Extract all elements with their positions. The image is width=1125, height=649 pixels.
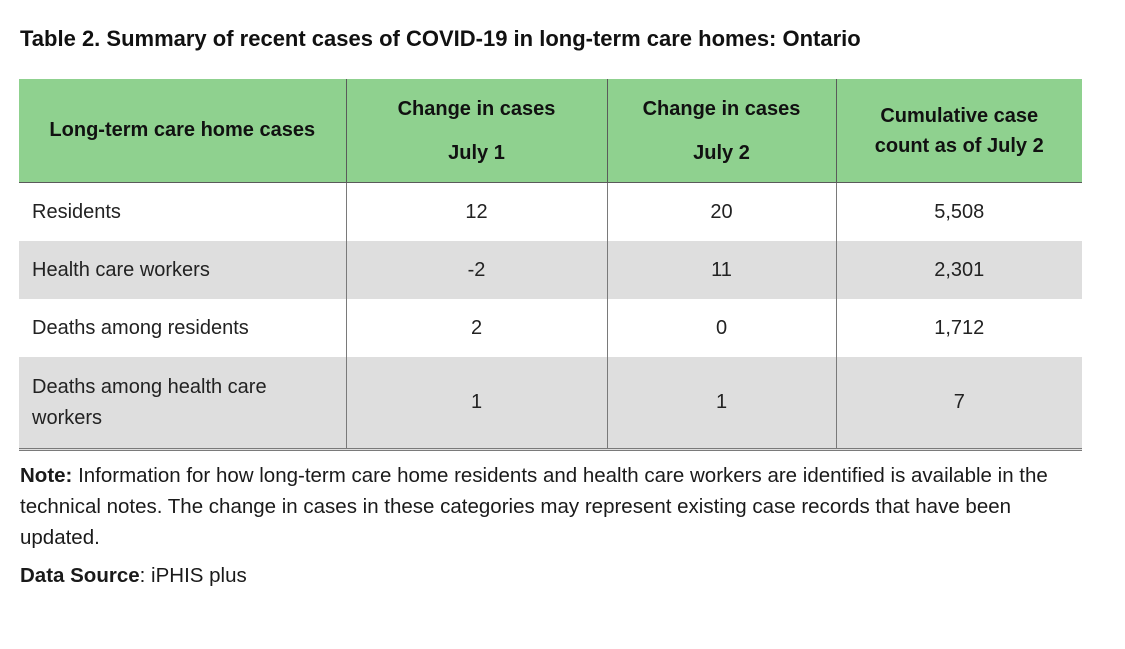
table-row: Deaths among health care workers 1 1 7 [19, 357, 1082, 451]
cell-change-july2: 1 [607, 357, 837, 451]
cell-change-july2: 11 [607, 241, 837, 299]
table-header-row: Long-term care home cases Change in case… [19, 79, 1082, 183]
cell-cumulative: 1,712 [934, 316, 985, 339]
table-row: Health care workers -2 11 2,301 [19, 241, 1082, 299]
row-label: Deaths among health care workers [19, 357, 347, 451]
data-source-label: Data Source [20, 564, 140, 587]
column-header-change-july2-line2: July 2 [693, 141, 750, 164]
row-label: Deaths among residents [19, 299, 347, 357]
column-header-change-july2: Change in cases July 2 [607, 79, 837, 183]
cell-change-july2: 20 [607, 182, 837, 241]
note-label: Note: [20, 464, 73, 487]
row-label: Health care workers [19, 241, 347, 299]
column-header-change-july2-line1: Change in cases [642, 97, 801, 120]
cell-cumulative: 2,301 [836, 241, 1082, 299]
data-source: Data Source: iPHIS plus [20, 560, 247, 591]
cell-change-july1: 12 [346, 182, 608, 241]
cell-cumulative: 7 [836, 357, 1082, 451]
table-row: Deaths among residents 2 0 1,712 [19, 299, 1082, 357]
column-header-case-type-label: Long-term care home cases [49, 119, 316, 141]
column-header-change-july1-line1: Change in cases [397, 97, 556, 120]
cell-change-july1: 2 [346, 299, 608, 357]
column-header-cumulative-line2: count as of July 2 [874, 134, 1044, 157]
table-row: Residents 12 20 5,508 [19, 182, 1082, 241]
table-note: Note: Information for how long-term care… [20, 460, 1080, 553]
cell-change-july1: -2 [346, 241, 608, 299]
cell-change-july1: 1 [346, 357, 608, 451]
column-header-case-type: Long-term care home cases [19, 79, 347, 183]
cell-change-july2: 0 [607, 299, 837, 357]
column-header-cumulative-line1: Cumulative case [880, 104, 1039, 127]
row-label: Residents [19, 182, 347, 241]
column-header-cumulative: Cumulative case count as of July 2 [836, 79, 1082, 183]
data-source-text: : iPHIS plus [139, 564, 247, 587]
cell-cumulative: 5,508 [934, 200, 985, 223]
column-header-change-july1: Change in cases July 1 [346, 79, 608, 183]
table-title: Table 2. Summary of recent cases of COVI… [20, 26, 861, 51]
column-header-change-july1-line2: July 1 [448, 141, 505, 164]
note-text: Information for how long-term care home … [20, 464, 1048, 549]
cases-summary-table: Long-term care home cases Change in case… [19, 79, 1082, 451]
